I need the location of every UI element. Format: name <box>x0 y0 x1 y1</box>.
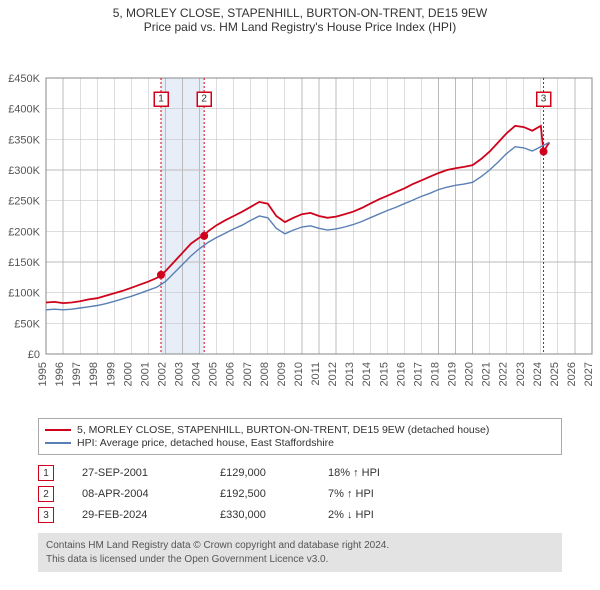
svg-text:£350K: £350K <box>8 134 40 146</box>
event-diff: 2% ↓ HPI <box>328 509 374 521</box>
events-table: 1 27-SEP-2001 £129,000 18% ↑ HPI 2 08-APR-200… <box>38 465 562 523</box>
event-marker: 3 <box>38 507 54 523</box>
svg-text:2002: 2002 <box>156 362 168 386</box>
svg-text:£0: £0 <box>28 349 40 361</box>
legend-swatch <box>45 429 71 431</box>
svg-text:2008: 2008 <box>259 362 271 386</box>
legend-label: HPI: Average price, detached house, East… <box>77 437 334 449</box>
event-diff: 18% ↑ HPI <box>328 467 380 479</box>
svg-text:1999: 1999 <box>105 362 117 386</box>
svg-text:2025: 2025 <box>549 362 561 386</box>
svg-text:£250K: £250K <box>8 196 40 208</box>
legend-swatch <box>45 442 71 444</box>
series-hpi <box>46 142 549 309</box>
event-diff: 7% ↑ HPI <box>328 488 374 500</box>
svg-text:£300K: £300K <box>8 165 40 177</box>
svg-text:£150K: £150K <box>8 257 40 269</box>
svg-text:2010: 2010 <box>293 362 305 386</box>
event-marker: 1 <box>38 465 54 481</box>
title-line-1: 5, MORLEY CLOSE, STAPENHILL, BURTON-ON-T… <box>0 6 600 20</box>
event-price: £192,500 <box>220 488 300 500</box>
svg-text:2012: 2012 <box>327 362 339 386</box>
svg-text:2023: 2023 <box>515 362 527 386</box>
legend: 5, MORLEY CLOSE, STAPENHILL, BURTON-ON-T… <box>38 418 562 455</box>
svg-text:2019: 2019 <box>447 362 459 386</box>
chart-plot: £0 £50K £100K £150K £200K £250K £300K £350K £400… <box>0 34 600 414</box>
svg-text:£100K: £100K <box>8 288 40 300</box>
event-marker: 2 <box>38 486 54 502</box>
event-date: 08-APR-2004 <box>82 488 192 500</box>
footer-line-2: This data is licensed under the Open Gov… <box>46 553 554 567</box>
svg-text:£450K: £450K <box>8 73 40 85</box>
svg-text:2024: 2024 <box>532 362 544 386</box>
legend-label: 5, MORLEY CLOSE, STAPENHILL, BURTON-ON-T… <box>77 424 489 436</box>
title-line-2: Price paid vs. HM Land Registry's House … <box>0 20 600 34</box>
svg-text:£50K: £50K <box>14 318 40 330</box>
svg-text:2003: 2003 <box>174 362 186 386</box>
footer-line-1: Contains HM Land Registry data © Crown c… <box>46 539 554 553</box>
svg-text:1996: 1996 <box>54 362 66 386</box>
svg-text:2001: 2001 <box>139 362 151 386</box>
event-row: 1 27-SEP-2001 £129,000 18% ↑ HPI <box>38 465 562 481</box>
titles: 5, MORLEY CLOSE, STAPENHILL, BURTON-ON-T… <box>0 0 600 34</box>
svg-text:1995: 1995 <box>37 362 49 386</box>
svg-text:2021: 2021 <box>481 362 493 386</box>
svg-text:2006: 2006 <box>225 362 237 386</box>
svg-text:2026: 2026 <box>566 362 578 386</box>
svg-text:2027: 2027 <box>583 362 595 386</box>
svg-text:£200K: £200K <box>8 226 40 238</box>
svg-text:1: 1 <box>158 94 164 105</box>
chart-container: 5, MORLEY CLOSE, STAPENHILL, BURTON-ON-T… <box>0 0 600 572</box>
svg-text:1998: 1998 <box>88 362 100 386</box>
svg-text:2022: 2022 <box>498 362 510 386</box>
svg-text:2013: 2013 <box>344 362 356 386</box>
event-date: 29-FEB-2024 <box>82 509 192 521</box>
legend-row: 5, MORLEY CLOSE, STAPENHILL, BURTON-ON-T… <box>45 424 555 436</box>
svg-text:2005: 2005 <box>208 362 220 386</box>
chart-svg: £0 £50K £100K £150K £200K £250K £300K £350K £400… <box>0 34 600 414</box>
event-price: £129,000 <box>220 467 300 479</box>
svg-text:2004: 2004 <box>191 362 203 386</box>
svg-text:2: 2 <box>201 94 207 105</box>
svg-text:3: 3 <box>541 94 547 105</box>
svg-text:2015: 2015 <box>378 362 390 386</box>
svg-text:2011: 2011 <box>310 362 322 386</box>
legend-row: HPI: Average price, detached house, East… <box>45 437 555 449</box>
event-row: 3 29-FEB-2024 £330,000 2% ↓ HPI <box>38 507 562 523</box>
svg-text:2020: 2020 <box>464 362 476 386</box>
event-row: 2 08-APR-2004 £192,500 7% ↑ HPI <box>38 486 562 502</box>
svg-text:2016: 2016 <box>395 362 407 386</box>
footer-attribution: Contains HM Land Registry data © Crown c… <box>38 533 562 572</box>
svg-text:2009: 2009 <box>276 362 288 386</box>
series-property <box>46 126 549 303</box>
event-price: £330,000 <box>220 509 300 521</box>
svg-text:1997: 1997 <box>71 362 83 386</box>
svg-text:£400K: £400K <box>8 104 40 116</box>
svg-text:2017: 2017 <box>412 362 424 386</box>
svg-text:2018: 2018 <box>429 362 441 386</box>
event-date: 27-SEP-2001 <box>82 467 192 479</box>
svg-text:2000: 2000 <box>122 362 134 386</box>
svg-text:2007: 2007 <box>242 362 254 386</box>
svg-text:2014: 2014 <box>361 362 373 386</box>
